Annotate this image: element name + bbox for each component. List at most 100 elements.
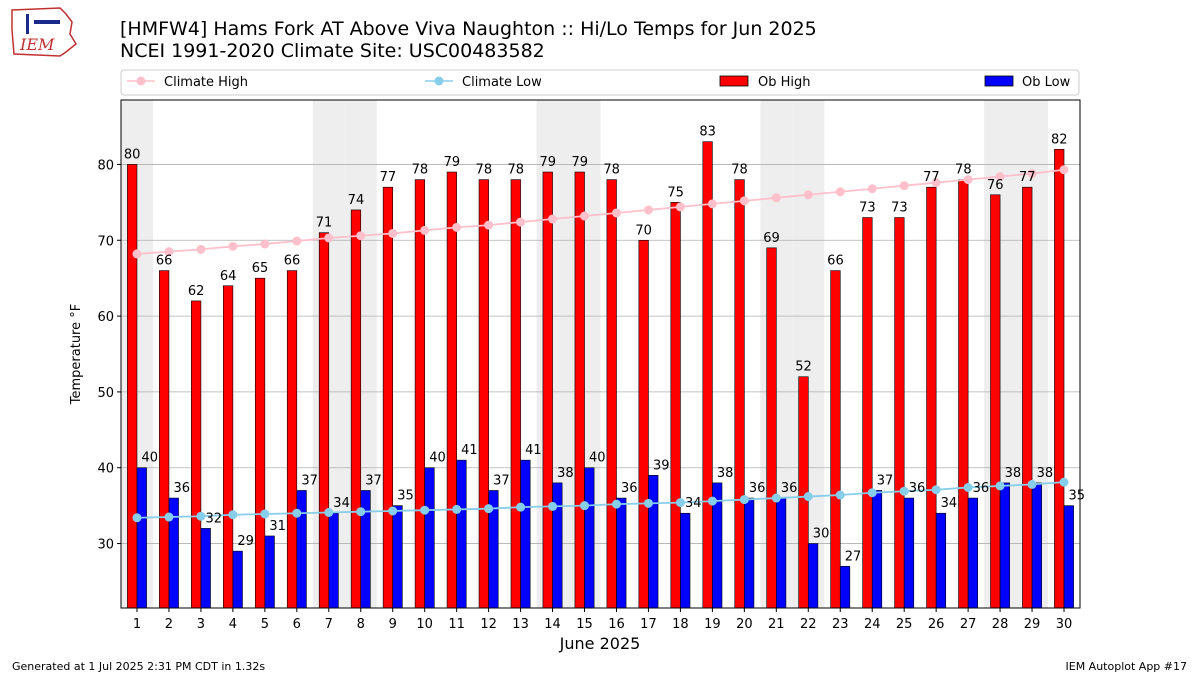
x-tick-label: 3 xyxy=(197,617,205,632)
climate-low-point-day-10 xyxy=(420,505,430,515)
x-tick-label: 5 xyxy=(261,617,269,632)
climate-high-point-day-25 xyxy=(899,181,909,191)
legend-climate-low-marker xyxy=(434,76,444,86)
label-ob-low-day-22: 30 xyxy=(813,527,830,542)
label-ob-low-day-20: 36 xyxy=(749,481,766,496)
x-tick-label: 17 xyxy=(640,617,657,632)
bar-ob-high-day-29 xyxy=(1022,186,1033,609)
bar-ob-low-day-1 xyxy=(136,467,147,609)
label-ob-low-day-16: 36 xyxy=(621,481,638,496)
climate-high-point-day-12 xyxy=(484,220,494,230)
bar-ob-high-day-28 xyxy=(990,194,1001,609)
bar-ob-low-day-26 xyxy=(935,512,947,609)
label-ob-high-day-23: 66 xyxy=(827,254,844,269)
label-ob-low-day-3: 32 xyxy=(205,511,222,526)
bar-ob-high-day-25 xyxy=(894,217,905,609)
bar-ob-low-day-15 xyxy=(584,467,595,609)
y-tick-label: 40 xyxy=(97,462,114,477)
label-ob-high-day-22: 52 xyxy=(795,360,812,375)
bar-ob-high-day-11 xyxy=(446,171,457,609)
y-tick-label: 70 xyxy=(97,234,114,249)
legend: Climate High Climate Low Ob High Ob Low xyxy=(120,69,1080,96)
x-tick-label: 16 xyxy=(608,617,625,632)
x-tick-label: 26 xyxy=(928,617,945,632)
y-axis-label: Temperature °F xyxy=(69,304,84,405)
bar-ob-low-day-29 xyxy=(1031,482,1042,609)
x-tick-label: 13 xyxy=(512,617,529,632)
climate-low-point-day-16 xyxy=(611,499,621,509)
climate-high-point-day-22 xyxy=(803,190,813,200)
bar-ob-high-day-8 xyxy=(350,209,362,609)
bar-ob-low-day-11 xyxy=(456,459,467,609)
x-axis-label: June 2025 xyxy=(559,634,641,653)
label-ob-high-day-26: 77 xyxy=(923,170,940,185)
climate-high-point-day-13 xyxy=(516,217,526,227)
bar-ob-high-day-16 xyxy=(606,179,617,609)
climate-high-point-day-27 xyxy=(963,175,973,185)
label-ob-low-day-15: 40 xyxy=(589,451,606,466)
x-tick-label: 22 xyxy=(800,617,817,632)
climate-high-point-day-6 xyxy=(292,236,302,246)
legend-ob-low-label: Ob Low xyxy=(1022,75,1071,90)
bar-ob-low-day-18 xyxy=(680,512,691,609)
bar-ob-low-day-28 xyxy=(999,482,1010,609)
x-tick-label: 29 xyxy=(1024,617,1041,632)
x-tick-label: 20 xyxy=(736,617,753,632)
x-tick-label: 6 xyxy=(293,617,301,632)
bar-ob-low-day-6 xyxy=(296,490,307,609)
bar-ob-high-day-2 xyxy=(159,270,170,609)
generated-footer: Generated at 1 Jul 2025 2:31 PM CDT in 1… xyxy=(12,660,265,673)
legend-item-ob-high: Ob High xyxy=(719,75,811,90)
bar-ob-low-day-27 xyxy=(967,497,979,609)
bar-ob-low-day-16 xyxy=(616,497,627,609)
label-ob-high-day-6: 66 xyxy=(284,254,301,269)
label-ob-high-day-16: 78 xyxy=(603,163,620,178)
legend-climate-high-label: Climate High xyxy=(164,75,248,90)
label-ob-low-day-12: 37 xyxy=(493,473,510,488)
label-ob-high-day-20: 78 xyxy=(731,163,748,178)
bar-ob-high-day-7 xyxy=(318,232,330,609)
bar-ob-low-day-10 xyxy=(424,467,435,609)
label-ob-low-day-24: 37 xyxy=(877,473,894,488)
x-tick-label: 19 xyxy=(704,617,721,632)
logo-mast-icon xyxy=(26,14,29,34)
climate-high-point-day-24 xyxy=(867,184,877,194)
climate-low-point-day-20 xyxy=(739,495,749,505)
climate-high-point-day-14 xyxy=(548,214,558,224)
climate-high-point-day-30 xyxy=(1059,165,1069,175)
climate-high-point-day-11 xyxy=(452,222,462,232)
label-ob-high-day-1: 80 xyxy=(124,147,141,162)
climate-low-point-day-26 xyxy=(931,485,941,495)
label-ob-low-day-25: 36 xyxy=(909,481,926,496)
climate-low-point-day-2 xyxy=(164,512,174,522)
climate-low-point-day-24 xyxy=(867,488,877,498)
climate-low-point-day-14 xyxy=(548,501,558,511)
bar-ob-high-day-27 xyxy=(958,179,969,609)
bar-ob-high-day-9 xyxy=(382,186,394,609)
label-ob-low-day-30: 35 xyxy=(1069,489,1086,504)
bar-ob-high-day-12 xyxy=(478,179,489,609)
x-tick-label: 10 xyxy=(416,617,433,632)
label-ob-high-day-9: 77 xyxy=(380,170,397,185)
label-ob-high-day-4: 64 xyxy=(220,269,237,284)
x-tick-label: 15 xyxy=(576,617,593,632)
bar-ob-low-day-3 xyxy=(200,528,211,609)
bar-ob-high-day-15 xyxy=(574,171,585,609)
x-tick-label: 12 xyxy=(480,617,497,632)
climate-high-point-day-3 xyxy=(196,244,206,254)
bar-ob-high-day-4 xyxy=(222,285,234,609)
label-ob-low-day-1: 40 xyxy=(142,451,159,466)
legend-item-climate-low: Climate Low xyxy=(425,75,542,90)
bar-ob-high-day-23 xyxy=(830,270,841,609)
label-ob-high-day-19: 83 xyxy=(699,125,716,140)
climate-low-point-day-7 xyxy=(324,507,334,517)
climate-low-point-day-21 xyxy=(771,493,781,503)
y-tick-label: 60 xyxy=(97,310,114,325)
label-ob-high-day-30: 82 xyxy=(1051,132,1068,147)
bar-ob-low-day-13 xyxy=(520,459,531,609)
bar-ob-high-day-18 xyxy=(670,202,681,609)
climate-high-point-day-20 xyxy=(739,196,749,206)
climate-low-point-day-13 xyxy=(516,502,526,512)
label-ob-high-day-11: 79 xyxy=(444,155,461,170)
bar-ob-low-day-5 xyxy=(264,535,275,609)
